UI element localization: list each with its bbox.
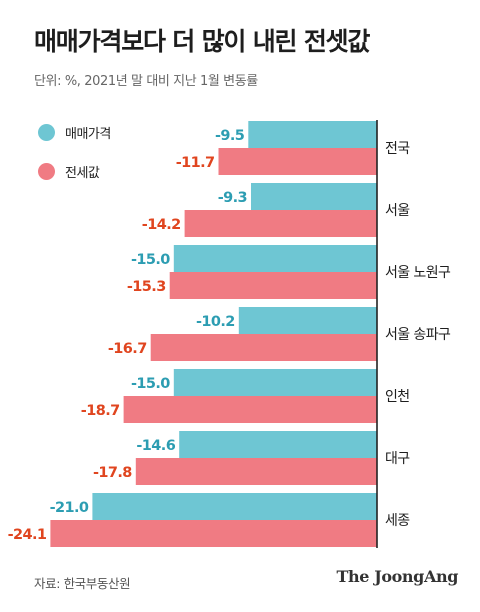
value-label-jeonse-0: -11.7	[176, 155, 215, 171]
legend-item-jeonse: 전세값	[38, 161, 111, 181]
bar-sale-0	[248, 121, 377, 148]
value-label-sale-6: -21.0	[50, 500, 89, 516]
category-label-5: 대구	[385, 451, 410, 467]
bar-jeonse-0	[218, 148, 377, 175]
bar-jeonse-6	[50, 520, 378, 547]
bar-sale-6	[92, 493, 378, 520]
chart-subtitle: 단위: %, 2021년 말 대비 지난 1월 변동률	[34, 74, 258, 89]
publisher-logo: The JoongAng	[336, 567, 459, 586]
value-label-sale-1: -9.3	[218, 190, 247, 206]
legend: 매매가격 전세값	[38, 122, 111, 200]
bar-jeonse-2	[169, 272, 377, 299]
value-label-jeonse-2: -15.3	[127, 279, 166, 295]
bar-jeonse-3	[150, 334, 377, 361]
category-label-2: 서울 노원구	[385, 265, 451, 281]
category-label-0: 전국	[385, 141, 410, 157]
value-label-sale-3: -10.2	[196, 314, 235, 330]
bar-sale-4	[173, 369, 378, 396]
value-label-sale-4: -15.0	[131, 376, 170, 392]
category-label-6: 세종	[385, 513, 410, 529]
legend-swatch-jeonse	[38, 162, 55, 180]
bar-sale-1	[251, 183, 377, 210]
value-label-sale-2: -15.0	[131, 252, 170, 268]
value-label-sale-5: -14.6	[136, 438, 175, 454]
bar-sale-3	[238, 307, 377, 334]
bar-sale-5	[179, 431, 377, 458]
value-label-jeonse-5: -17.8	[93, 465, 132, 481]
value-label-jeonse-3: -16.7	[108, 341, 147, 357]
source-note: 자료: 한국부동산원	[34, 576, 131, 591]
bar-sale-2	[173, 245, 378, 272]
legend-item-sale: 매매가격	[38, 122, 111, 142]
value-label-sale-0: -9.5	[215, 128, 245, 144]
category-label-3: 서울 송파구	[385, 327, 451, 343]
value-label-jeonse-4: -18.7	[81, 403, 120, 419]
legend-label-jeonse: 전세값	[65, 165, 100, 181]
bar-jeonse-4	[123, 396, 377, 423]
legend-swatch-sale	[38, 123, 55, 141]
bar-jeonse-5	[135, 458, 377, 485]
legend-label-sale: 매매가격	[65, 126, 111, 142]
value-label-jeonse-6: -24.1	[8, 527, 47, 543]
bar-jeonse-1	[184, 210, 377, 237]
category-label-4: 인천	[385, 389, 410, 405]
chart-title: 매매가격보다 더 많이 내린 전셋값	[34, 27, 370, 56]
category-label-1: 서울	[385, 203, 410, 219]
value-label-jeonse-1: -14.2	[142, 217, 181, 233]
